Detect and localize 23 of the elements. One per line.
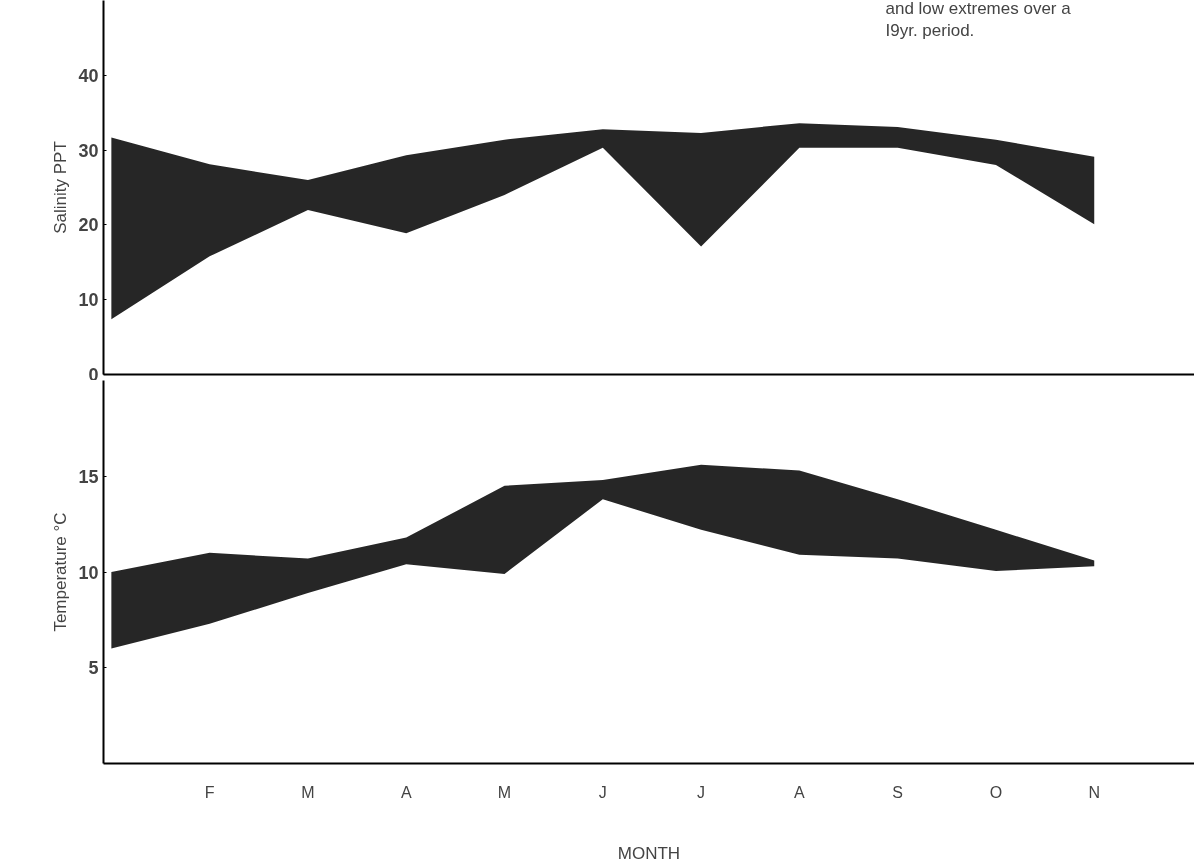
x-tick-label: J: [697, 783, 706, 801]
x-tick-label: O: [989, 783, 1003, 801]
y-axis-title: Temperature °C: [51, 512, 71, 632]
y-axis-title: Salinity PPT: [51, 141, 71, 234]
y-tick-label: 0: [88, 364, 99, 385]
y-tick-label: 10: [78, 562, 99, 583]
annotation: and low extremes over a: [885, 0, 1072, 18]
y-tick-label: 10: [78, 290, 99, 311]
y-tick-label: 5: [88, 658, 99, 679]
x-tick-label: A: [400, 783, 412, 801]
x-tick-label: J: [598, 783, 607, 801]
y-tick-label: 40: [78, 65, 99, 86]
x-axis-title: MONTH: [617, 843, 681, 863]
y-tick-label: 15: [78, 466, 99, 487]
y-tick-label: 30: [78, 140, 99, 161]
x-tick-label: A: [794, 783, 806, 801]
x-tick-label: N: [1088, 783, 1101, 801]
x-tick-label: M: [497, 783, 512, 801]
annotation: I9yr. period.: [885, 20, 975, 40]
x-tick-label: M: [301, 783, 315, 801]
x-tick-label: F: [204, 783, 215, 801]
x-tick-label: S: [892, 783, 904, 801]
y-tick-label: 20: [78, 215, 99, 236]
